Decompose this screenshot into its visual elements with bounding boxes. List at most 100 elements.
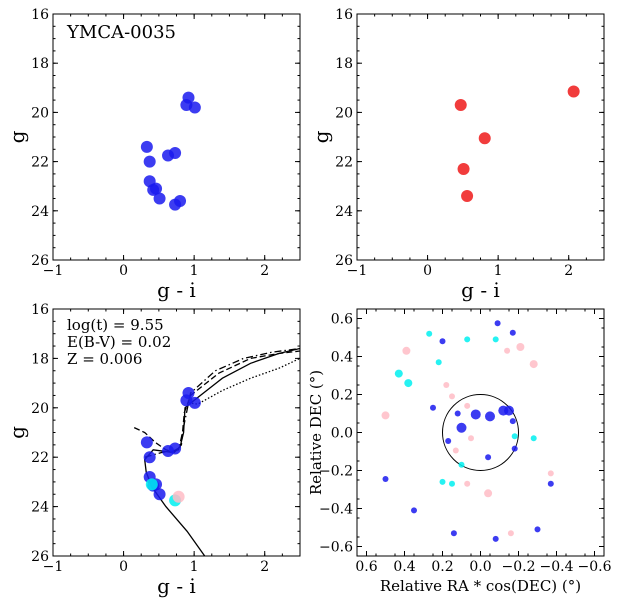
panel-sky-map: 0.6 0.4 0.2 0.0 −0.2 −0.4 −0.60.60.40.20.0−0.2… xyxy=(307,308,612,595)
panel-cmd-field: −1 0 1 2 16 18 20 22 24 26 g - i g xyxy=(309,7,605,302)
plot-area xyxy=(133,347,300,556)
blue-point xyxy=(411,507,417,514)
y-tick-label: −0.6 xyxy=(319,540,353,556)
pink-point xyxy=(516,343,525,351)
y-tick-label: 0.0 xyxy=(331,426,353,442)
pink-point xyxy=(464,480,471,487)
y-tick-label: 20 xyxy=(31,105,49,121)
x-tick-label: 0 xyxy=(119,263,128,279)
pink-point xyxy=(529,360,538,369)
x-tick-label: 0.6 xyxy=(355,559,377,575)
members-point xyxy=(169,146,182,159)
blue-point xyxy=(485,411,495,422)
blue-point xyxy=(456,422,467,433)
x-tick-label: 2 xyxy=(260,263,269,279)
blue-point xyxy=(547,480,554,487)
iso-dashed xyxy=(133,350,300,454)
blue-point xyxy=(498,405,509,416)
blue-point xyxy=(445,438,452,445)
blue-point xyxy=(382,476,389,483)
blue-point xyxy=(492,535,499,542)
y-tick-label: 16 xyxy=(31,302,49,318)
members-point xyxy=(180,99,193,112)
blue-point xyxy=(485,454,492,461)
blue-point xyxy=(509,329,516,336)
pink-point xyxy=(381,411,390,420)
x-axis-label: g - i xyxy=(157,574,196,598)
annotation-text: E(B-V) = 0.02 xyxy=(67,333,171,351)
cyan-point xyxy=(458,461,465,468)
y-axis-label: g xyxy=(5,130,29,143)
members-point xyxy=(143,451,156,464)
members-point xyxy=(169,198,182,211)
y-tick-label: 18 xyxy=(31,351,49,367)
members-point xyxy=(153,192,166,205)
x-tick-label: −0.4 xyxy=(540,559,574,575)
y-tick-label: 0.6 xyxy=(331,312,353,328)
cyan-point xyxy=(426,330,433,337)
y-axis-label: g xyxy=(5,426,29,439)
blue-point xyxy=(511,445,518,452)
blue-point xyxy=(494,320,501,327)
members-point xyxy=(140,436,153,449)
plot-area xyxy=(140,91,201,211)
chart-title: YMCA-0035 xyxy=(66,22,176,43)
y-tick-label: 18 xyxy=(335,56,353,72)
field-point xyxy=(461,190,474,203)
field-point xyxy=(567,85,580,98)
pink-point xyxy=(504,347,511,354)
blue-point xyxy=(534,526,541,533)
x-tick-label: 0.0 xyxy=(469,559,491,575)
cyan-point xyxy=(439,478,446,485)
annotation-text: log(t) = 9.55 xyxy=(67,316,164,334)
cyan-point xyxy=(394,369,403,378)
x-axis-label: g - i xyxy=(157,278,196,302)
y-axis-label: g xyxy=(309,130,333,143)
y-tick-label: 18 xyxy=(31,56,49,72)
members-point xyxy=(140,140,153,153)
pink-point xyxy=(443,382,450,388)
field-point xyxy=(457,162,470,175)
y-tick-label: 22 xyxy=(31,155,49,171)
x-tick-label: −1 xyxy=(43,263,64,279)
y-tick-label: 0.2 xyxy=(331,388,353,404)
plot-area xyxy=(381,320,554,542)
x-tick-label: 0.4 xyxy=(393,559,415,575)
pink-point xyxy=(547,470,554,477)
cyan-point xyxy=(449,480,455,487)
x-tick-label: 0 xyxy=(423,263,432,279)
blue-point xyxy=(509,418,516,425)
blue-point xyxy=(430,404,436,411)
members-point xyxy=(169,442,182,455)
y-tick-label: 0.4 xyxy=(331,350,353,366)
y-tick-label: 24 xyxy=(31,204,49,220)
iso-dotted xyxy=(188,357,300,405)
blue-point xyxy=(450,530,457,537)
panel-cmd-isochrone: −1 0 1 2 16 18 20 22 24 26 g - i g log(t) = 9.55E(B-… xyxy=(5,302,301,598)
selection-circle xyxy=(442,394,519,471)
pink-point xyxy=(464,402,471,409)
x-tick-label: −1 xyxy=(43,559,64,575)
plot-frame xyxy=(356,308,605,557)
y-tick-label: 26 xyxy=(31,549,49,565)
blue-point xyxy=(439,338,446,345)
y-tick-label: 16 xyxy=(31,7,49,23)
x-tick-label: −0.2 xyxy=(502,559,536,575)
blue-point xyxy=(454,410,461,417)
field-point xyxy=(478,132,491,145)
y-tick-label: 26 xyxy=(31,253,49,269)
members-point xyxy=(150,182,163,195)
x-tick-label: 0.2 xyxy=(431,559,453,575)
x-tick-label: 0 xyxy=(119,559,128,575)
x-tick-label: 2 xyxy=(564,263,573,279)
annotation-text: Z = 0.006 xyxy=(67,350,142,368)
x-tick-label: 1 xyxy=(494,263,503,279)
iso-dashdot xyxy=(144,347,300,458)
y-tick-label: 16 xyxy=(335,7,353,23)
x-tick-label: 2 xyxy=(260,559,269,575)
cyan-point xyxy=(404,379,413,388)
pink-point xyxy=(402,346,411,355)
x-axis-label: g - i xyxy=(461,278,500,302)
y-tick-label: −0.4 xyxy=(319,502,353,518)
